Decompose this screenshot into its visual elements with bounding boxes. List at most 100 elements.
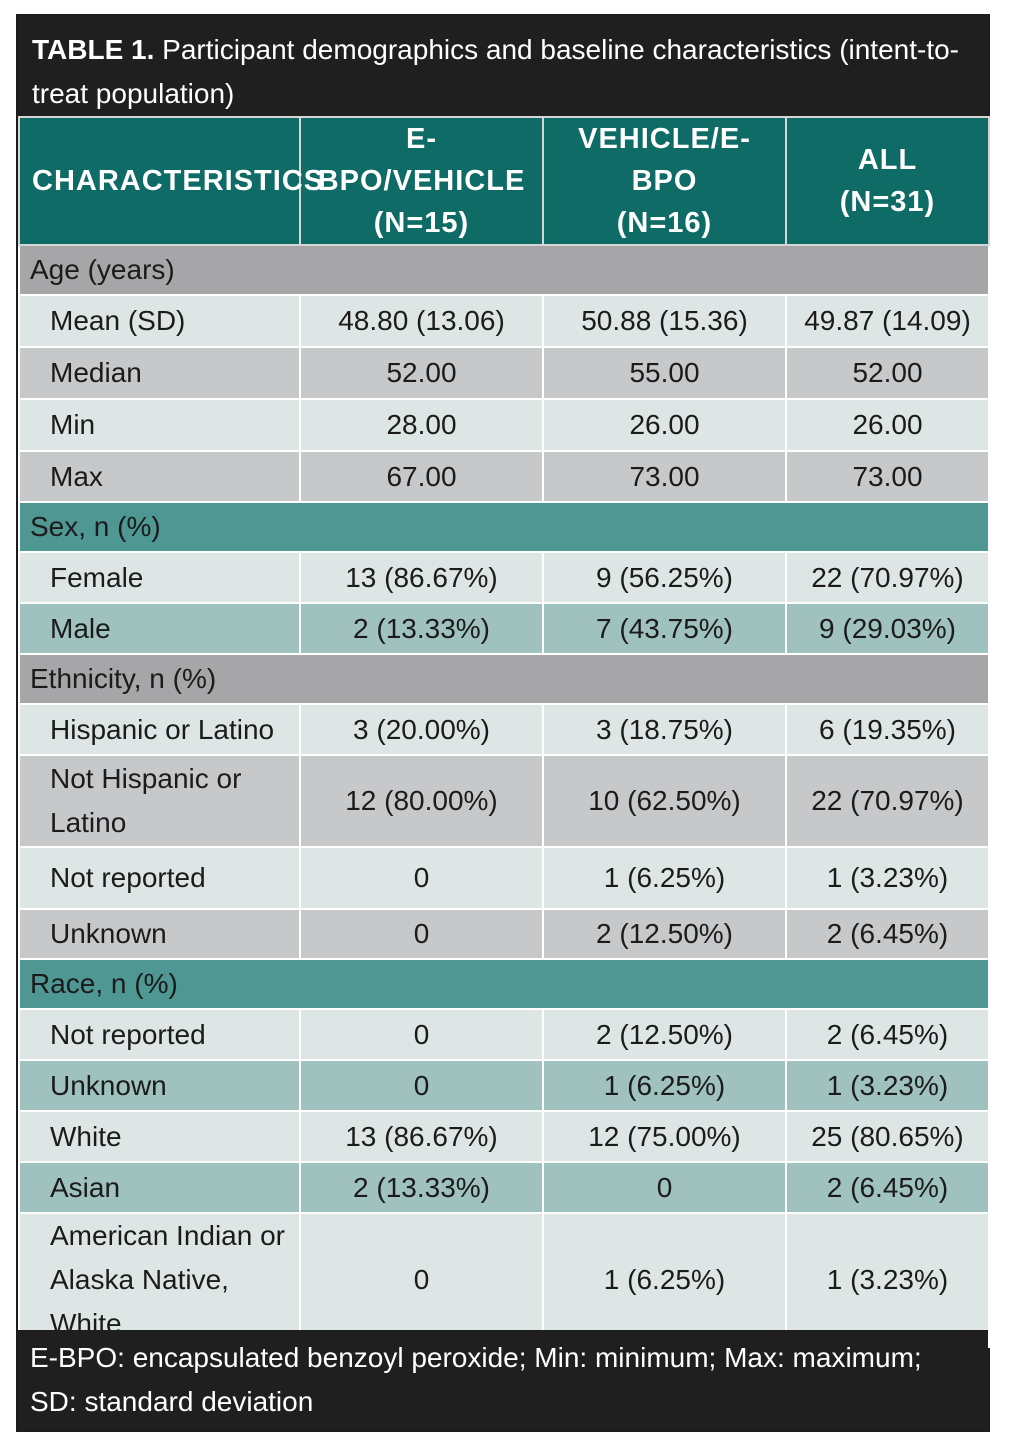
table-row: Not reported 0 1 (6.25%) 1 (3.23%): [18, 846, 990, 910]
section-title: Ethnicity, n (%): [18, 653, 990, 705]
cell-all: 6 (19.35%): [785, 703, 990, 756]
header-vehicle-ebpo-n: (N=16): [616, 207, 713, 239]
demographics-table: CHARACTERISTICS E-BPO/VEHICLE (N=15) VEHI…: [18, 116, 990, 1348]
table-footnote: E-BPO: encapsulated benzoyl peroxide; Mi…: [18, 1330, 988, 1430]
cell-all: 26.00: [785, 398, 990, 452]
row-label: Unknown: [18, 1059, 301, 1112]
cell-all: 25 (80.65%): [785, 1110, 990, 1163]
table-title: Participant demographics and baseline ch…: [32, 34, 960, 109]
row-label: Hispanic or Latino: [18, 703, 301, 756]
section-sex: Sex, n (%): [18, 501, 990, 553]
row-label: Not Hispanic or Latino: [18, 754, 301, 848]
cell-vehicle-ebpo: 9 (56.25%): [542, 551, 787, 604]
header-all-name: ALL: [857, 144, 918, 176]
table-figure: TABLE 1. Participant demographics and ba…: [16, 14, 990, 1432]
table-row: Hispanic or Latino 3 (20.00%) 3 (18.75%)…: [18, 703, 990, 756]
row-label: Unknown: [18, 908, 301, 960]
row-label: Not reported: [18, 1008, 301, 1061]
header-characteristics: CHARACTERISTICS: [18, 116, 323, 246]
cell-vehicle-ebpo: 55.00: [542, 346, 787, 400]
cell-vehicle-ebpo: 73.00: [542, 450, 787, 503]
cell-vehicle-ebpo: 0: [542, 1161, 787, 1214]
cell-vehicle-ebpo: 3 (18.75%): [542, 703, 787, 756]
cell-ebpo-vehicle: 2 (13.33%): [299, 1161, 544, 1214]
row-label: White: [18, 1110, 301, 1163]
section-title: Age (years): [18, 244, 990, 296]
table-row: Median 52.00 55.00 52.00: [18, 346, 990, 400]
table-row: Male 2 (13.33%) 7 (43.75%) 9 (29.03%): [18, 602, 990, 655]
header-row: CHARACTERISTICS E-BPO/VEHICLE (N=15) VEHI…: [18, 116, 990, 246]
table-row: Not reported 0 2 (12.50%) 2 (6.45%): [18, 1008, 990, 1061]
section-title: Race, n (%): [18, 958, 990, 1010]
cell-vehicle-ebpo: 50.88 (15.36): [542, 294, 787, 348]
section-title: Sex, n (%): [18, 501, 990, 553]
cell-ebpo-vehicle: 0: [299, 908, 544, 960]
cell-ebpo-vehicle: 3 (20.00%): [299, 703, 544, 756]
cell-ebpo-vehicle: 13 (86.67%): [299, 551, 544, 604]
row-label: Max: [18, 450, 301, 503]
table-row: Female 13 (86.67%) 9 (56.25%) 22 (70.97%…: [18, 551, 990, 604]
cell-vehicle-ebpo: 12 (75.00%): [542, 1110, 787, 1163]
header-vehicle-ebpo-name: VEHICLE/E-BPO: [578, 123, 751, 197]
cell-ebpo-vehicle: 2 (13.33%): [299, 602, 544, 655]
table-number: TABLE 1.: [32, 34, 155, 65]
cell-vehicle-ebpo: 2 (12.50%): [542, 1008, 787, 1061]
row-label: Mean (SD): [18, 294, 301, 348]
table-caption: TABLE 1. Participant demographics and ba…: [18, 16, 988, 116]
cell-vehicle-ebpo: 10 (62.50%): [542, 754, 787, 848]
cell-all: 22 (70.97%): [785, 551, 990, 604]
row-label: Female: [18, 551, 301, 604]
cell-ebpo-vehicle: 0: [299, 1059, 544, 1112]
row-label-line-1: Not Hispanic or: [50, 763, 242, 794]
cell-ebpo-vehicle: 48.80 (13.06): [299, 294, 544, 348]
row-label: Median: [18, 346, 301, 400]
table-row: Unknown 0 1 (6.25%) 1 (3.23%): [18, 1059, 990, 1112]
cell-ebpo-vehicle: 12 (80.00%): [299, 754, 544, 848]
table-row: American Indian or Alaska Native, White 0…: [18, 1212, 990, 1348]
cell-all: 2 (6.45%): [785, 1008, 990, 1061]
header-ebpo-vehicle-n: (N=15): [373, 207, 470, 239]
cell-vehicle-ebpo: 26.00: [542, 398, 787, 452]
row-label: Min: [18, 398, 301, 452]
table-row: Asian 2 (13.33%) 0 2 (6.45%): [18, 1161, 990, 1214]
cell-vehicle-ebpo: 1 (6.25%): [542, 846, 787, 910]
header-all-n: (N=31): [839, 186, 936, 218]
cell-all: 73.00: [785, 450, 990, 503]
cell-vehicle-ebpo: 1 (6.25%): [542, 1212, 787, 1348]
cell-all: 22 (70.97%): [785, 754, 990, 848]
table-row: Not Hispanic or Latino 12 (80.00%) 10 (62…: [18, 754, 990, 848]
table-row: White 13 (86.67%) 12 (75.00%) 25 (80.65%…: [18, 1110, 990, 1163]
cell-all: 49.87 (14.09): [785, 294, 990, 348]
header-ebpo-vehicle-name: E-BPO/VEHICLE: [317, 123, 526, 197]
section-ethnicity: Ethnicity, n (%): [18, 653, 990, 705]
row-label: Asian: [18, 1161, 301, 1214]
cell-ebpo-vehicle: 28.00: [299, 398, 544, 452]
row-label: Not reported: [18, 846, 301, 910]
cell-ebpo-vehicle: 0: [299, 1008, 544, 1061]
table-row: Unknown 0 2 (12.50%) 2 (6.45%): [18, 908, 990, 960]
table-row: Min 28.00 26.00 26.00: [18, 398, 990, 452]
cell-all: 1 (3.23%): [785, 846, 990, 910]
row-label-line-2: Latino: [50, 807, 127, 838]
header-all: ALL (N=31): [785, 116, 990, 246]
cell-all: 2 (6.45%): [785, 1161, 990, 1214]
cell-vehicle-ebpo: 2 (12.50%): [542, 908, 787, 960]
cell-all: 9 (29.03%): [785, 602, 990, 655]
header-vehicle-ebpo: VEHICLE/E-BPO (N=16): [542, 116, 787, 246]
cell-vehicle-ebpo: 7 (43.75%): [542, 602, 787, 655]
table-row: Mean (SD) 48.80 (13.06) 50.88 (15.36) 49…: [18, 294, 990, 348]
cell-ebpo-vehicle: 0: [299, 1212, 544, 1348]
section-race: Race, n (%): [18, 958, 990, 1010]
row-label-line-1: American Indian or: [50, 1220, 286, 1251]
cell-ebpo-vehicle: 67.00: [299, 450, 544, 503]
cell-all: 52.00: [785, 346, 990, 400]
cell-ebpo-vehicle: 13 (86.67%): [299, 1110, 544, 1163]
section-age: Age (years): [18, 244, 990, 296]
cell-vehicle-ebpo: 1 (6.25%): [542, 1059, 787, 1112]
row-label: Male: [18, 602, 301, 655]
row-label-line-2: Alaska Native, White: [50, 1264, 229, 1339]
table-row: Max 67.00 73.00 73.00: [18, 450, 990, 503]
cell-ebpo-vehicle: 52.00: [299, 346, 544, 400]
cell-all: 2 (6.45%): [785, 908, 990, 960]
cell-ebpo-vehicle: 0: [299, 846, 544, 910]
